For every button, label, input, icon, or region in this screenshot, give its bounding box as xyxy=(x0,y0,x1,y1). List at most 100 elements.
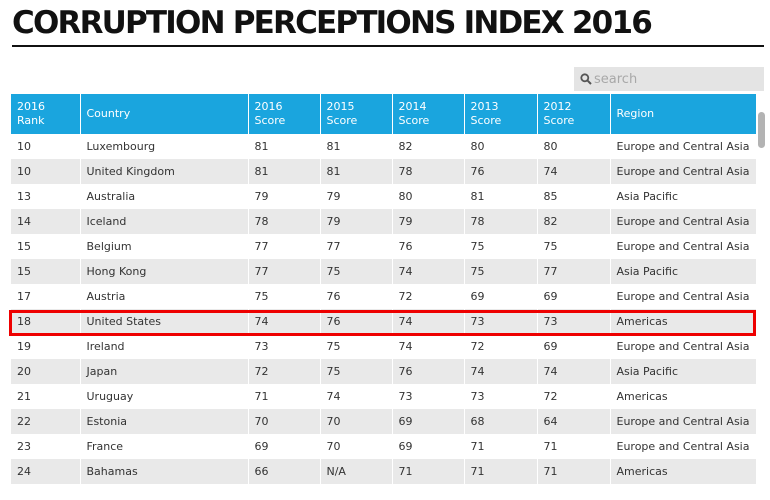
cell-score-2014: 82 xyxy=(392,134,465,159)
table-row[interactable]: 10 United Kingdom 81 81 78 76 74 Europe and Cen… xyxy=(11,159,756,184)
cell-country: Austria xyxy=(80,284,249,309)
cell-rank: 18 xyxy=(11,309,81,334)
cell-country: Ireland xyxy=(80,334,249,359)
cell-score-2014: 69 xyxy=(392,409,465,434)
cell-score-2016: 75 xyxy=(248,284,321,309)
cell-score-2016: 74 xyxy=(248,309,321,334)
table-row[interactable]: 19 Ireland 73 75 74 72 69 Europe and Central As… xyxy=(11,334,756,359)
cell-region: Europe and Central Asia xyxy=(610,434,756,459)
cell-score-2015: 74 xyxy=(320,384,393,409)
cell-country: Bahamas xyxy=(80,459,249,484)
table-row[interactable]: 13 Australia 79 79 80 81 85 Asia Pacific xyxy=(11,184,756,209)
table-row[interactable]: 17 Austria 75 76 72 69 69 Europe and Central As… xyxy=(11,284,756,309)
cell-score-2014: 73 xyxy=(392,384,465,409)
col-header-score-2013[interactable]: 2013 Score xyxy=(464,94,538,134)
cell-score-2012: 69 xyxy=(537,284,611,309)
cell-score-2014: 79 xyxy=(392,209,465,234)
cell-country: Belgium xyxy=(80,234,249,259)
cell-rank: 22 xyxy=(11,409,81,434)
cell-score-2014: 78 xyxy=(392,159,465,184)
col-header-rank[interactable]: 2016 Rank xyxy=(11,94,81,134)
cell-country: United Kingdom xyxy=(80,159,249,184)
cell-score-2013: 78 xyxy=(464,209,538,234)
search-box[interactable] xyxy=(574,67,764,91)
table-body: 10 Luxembourg 81 81 82 80 80 Europe and Central… xyxy=(11,134,756,484)
cell-score-2016: 81 xyxy=(248,134,321,159)
cell-score-2015: 79 xyxy=(320,209,393,234)
col-header-score-2015[interactable]: 2015 Score xyxy=(320,94,393,134)
cell-score-2016: 66 xyxy=(248,459,321,484)
page-title: CORRUPTION PERCEPTIONS INDEX 2016 xyxy=(12,5,653,41)
table-row[interactable]: 15 Hong Kong 77 75 74 75 77 Asia Pacific xyxy=(11,259,756,284)
cell-rank: 21 xyxy=(11,384,81,409)
cell-rank: 19 xyxy=(11,334,81,359)
cell-country: Iceland xyxy=(80,209,249,234)
cell-score-2012: 74 xyxy=(537,359,611,384)
cell-country: Luxembourg xyxy=(80,134,249,159)
cell-score-2014: 74 xyxy=(392,309,465,334)
cell-region: Asia Pacific xyxy=(610,359,756,384)
cell-country: United States xyxy=(80,309,249,334)
cell-score-2012: 73 xyxy=(537,309,611,334)
cell-score-2015: 70 xyxy=(320,409,393,434)
cell-score-2016: 77 xyxy=(248,259,321,284)
cell-score-2012: 82 xyxy=(537,209,611,234)
cell-score-2012: 75 xyxy=(537,234,611,259)
cell-score-2013: 74 xyxy=(464,359,538,384)
cell-region: Europe and Central Asia xyxy=(610,284,756,309)
cell-score-2013: 81 xyxy=(464,184,538,209)
cell-region: Europe and Central Asia xyxy=(610,159,756,184)
table-row[interactable]: 10 Luxembourg 81 81 82 80 80 Europe and Central… xyxy=(11,134,756,159)
col-header-country[interactable]: Country xyxy=(80,94,249,134)
table-row[interactable]: 24 Bahamas 66 N/A 71 71 71 Americas xyxy=(11,459,756,484)
col-header-score-2012[interactable]: 2012 Score xyxy=(537,94,611,134)
cell-score-2012: 64 xyxy=(537,409,611,434)
table-row[interactable]: 22 Estonia 70 70 69 68 64 Europe and Central As… xyxy=(11,409,756,434)
cell-rank: 13 xyxy=(11,184,81,209)
cell-score-2014: 80 xyxy=(392,184,465,209)
col-header-region[interactable]: Region xyxy=(610,94,756,134)
table-row[interactable]: 14 Iceland 78 79 79 78 82 Europe and Central As… xyxy=(11,209,756,234)
cell-score-2014: 72 xyxy=(392,284,465,309)
cell-score-2016: 72 xyxy=(248,359,321,384)
cell-country: France xyxy=(80,434,249,459)
col-header-score-2014[interactable]: 2014 Score xyxy=(392,94,465,134)
cell-rank: 24 xyxy=(11,459,81,484)
cell-score-2015: 75 xyxy=(320,259,393,284)
cell-score-2015: 75 xyxy=(320,359,393,384)
table-row-highlighted[interactable]: 18 United States 74 76 74 73 73 Americas xyxy=(11,309,756,334)
cell-rank: 15 xyxy=(11,234,81,259)
col-header-score-2016[interactable]: 2016 Score xyxy=(248,94,321,134)
table-row[interactable]: 15 Belgium 77 77 76 75 75 Europe and Central As… xyxy=(11,234,756,259)
cell-score-2013: 75 xyxy=(464,234,538,259)
cell-country: Hong Kong xyxy=(80,259,249,284)
cell-score-2012: 74 xyxy=(537,159,611,184)
search-input[interactable] xyxy=(594,71,754,87)
table-row[interactable]: 21 Uruguay 71 74 73 73 72 Americas xyxy=(11,384,756,409)
table-row[interactable]: 20 Japan 72 75 76 74 74 Asia Pacific xyxy=(11,359,756,384)
cell-score-2016: 78 xyxy=(248,209,321,234)
cell-region: Europe and Central Asia xyxy=(610,234,756,259)
cell-score-2016: 71 xyxy=(248,384,321,409)
cell-score-2013: 68 xyxy=(464,409,538,434)
cell-score-2016: 70 xyxy=(248,409,321,434)
search-icon xyxy=(580,73,592,85)
cell-score-2015: 76 xyxy=(320,309,393,334)
cell-score-2016: 69 xyxy=(248,434,321,459)
cell-score-2016: 81 xyxy=(248,159,321,184)
cell-score-2013: 72 xyxy=(464,334,538,359)
cell-region: Americas xyxy=(610,309,756,334)
table-row[interactable]: 23 France 69 70 69 71 71 Europe and Central Asi… xyxy=(11,434,756,459)
scrollbar-thumb[interactable] xyxy=(758,112,765,148)
cell-region: Asia Pacific xyxy=(610,184,756,209)
cell-score-2012: 80 xyxy=(537,134,611,159)
rankings-table: 2016 Rank Country 2016 Score 2015 Score 201… xyxy=(11,94,756,484)
cell-score-2016: 73 xyxy=(248,334,321,359)
cell-rank: 10 xyxy=(11,159,81,184)
cell-score-2012: 72 xyxy=(537,384,611,409)
cell-rank: 10 xyxy=(11,134,81,159)
table-header-row: 2016 Rank Country 2016 Score 2015 Score 201… xyxy=(11,94,756,134)
cell-score-2016: 79 xyxy=(248,184,321,209)
cell-region: Asia Pacific xyxy=(610,259,756,284)
cell-region: Americas xyxy=(610,459,756,484)
